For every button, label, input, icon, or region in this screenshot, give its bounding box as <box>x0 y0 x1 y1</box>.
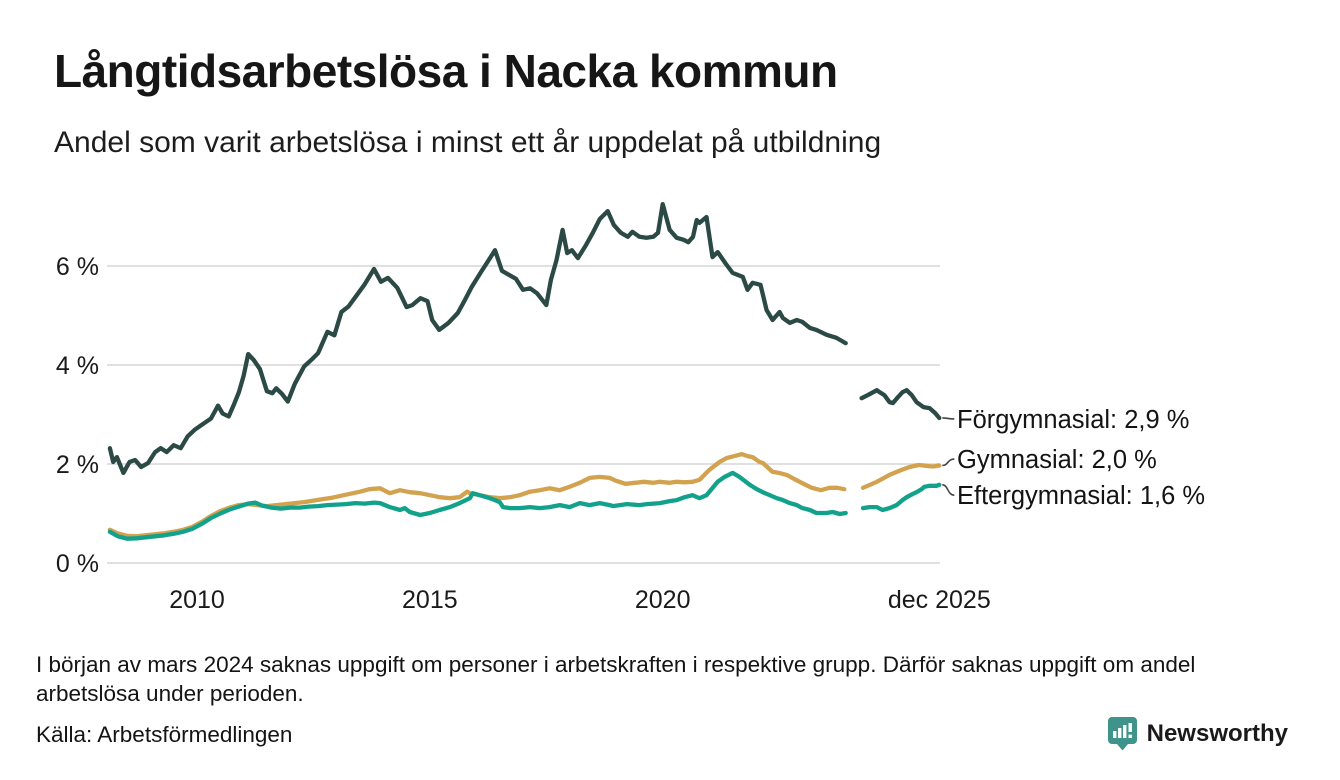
newsworthy-logo-text: Newsworthy <box>1146 719 1288 747</box>
leader-line-förgymnasial <box>942 417 955 420</box>
speech-bubble-bar-chart-icon <box>1107 717 1137 751</box>
footnote-text: I början av mars 2024 saknas uppgift om … <box>36 652 1196 706</box>
chart-series <box>107 201 942 541</box>
series-line-förgymnasial <box>107 201 848 476</box>
y-tick-label: 6 % <box>56 253 99 281</box>
leader-line-gymnasial <box>942 458 955 467</box>
series-end-labels: Förgymnasial: 2,9 % Gymnasial: 2,0 % Efter… <box>942 406 1205 510</box>
gridlines <box>107 265 940 564</box>
x-tick-label: dec 2025 <box>888 586 991 614</box>
page-title: Långtidsarbetslösa i Nacka kommun <box>54 45 838 97</box>
x-tick-label: 2010 <box>169 586 225 614</box>
end-label-förgymnasial: Förgymnasial: 2,9 % <box>957 406 1189 434</box>
y-tick-label: 2 % <box>56 451 99 479</box>
axis-labels: 0 % 2 % 4 % 6 % 2010 2015 2020 dec 2025 <box>56 253 991 614</box>
y-tick-label: 4 % <box>56 352 99 380</box>
newsworthy-logo[interactable]: Newsworthy <box>1107 716 1288 751</box>
chart-subtitle: Andel som varit arbetslösa i minst ett å… <box>54 126 882 159</box>
y-tick-label: 0 % <box>56 550 99 578</box>
x-tick-label: 2015 <box>402 586 458 614</box>
series-line-förgymnasial <box>859 388 942 421</box>
series-line-eftergymnasial <box>107 470 848 541</box>
source-text: Källa: Arbetsförmedlingen <box>36 722 293 747</box>
x-tick-label: 2020 <box>635 586 691 614</box>
series-line-gymnasial <box>860 462 942 490</box>
end-label-eftergymnasial: Eftergymnasial: 1,6 % <box>957 482 1205 510</box>
end-label-gymnasial: Gymnasial: 2,0 % <box>957 446 1157 474</box>
leader-line-eftergymnasial <box>942 483 955 496</box>
series-line-eftergymnasial <box>860 482 942 513</box>
